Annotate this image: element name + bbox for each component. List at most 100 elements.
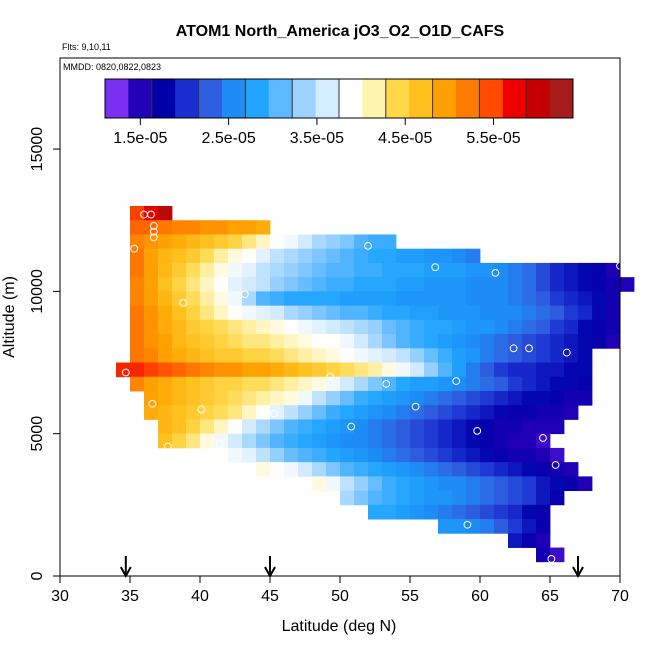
heatmap-cell [452,248,467,264]
heatmap-cell [186,234,201,250]
heatmap-cell [410,348,425,363]
heatmap-cell [466,405,481,420]
heatmap-cell [228,447,243,463]
heatmap-cell [214,348,229,363]
heatmap-cell [424,376,439,392]
heatmap-cell [480,433,495,449]
heatmap-cell [382,433,397,449]
heatmap-cell [158,419,173,435]
heatmap-cell [354,362,369,378]
heatmap-cell [340,234,355,250]
heatmap-cell [382,419,397,435]
heatmap-cell [242,405,257,420]
heatmap-cell [186,433,201,449]
heatmap-cell [284,234,299,250]
heatmap-cell [242,277,257,292]
heatmap-cell [312,462,327,477]
observation-point [473,426,482,435]
heatmap-cell [424,248,439,264]
heatmap-cell [158,220,173,235]
heatmap-cell [214,419,229,435]
heatmap-cell [410,334,425,349]
heatmap-cell [508,391,523,406]
heatmap-cell [284,376,299,392]
y-axis-label: Altitude (m) [1,276,18,358]
heatmap-cell [592,334,607,349]
marker-arrow-head [572,566,584,579]
observation-point [240,290,249,299]
heatmap-cell [298,405,313,420]
heatmap-cell [424,490,439,506]
heatmap-cell [508,305,523,321]
heatmap-cell [186,391,201,406]
heatmap-cell [396,319,411,335]
heatmap-cell [480,519,495,534]
heatmap-cell [536,504,551,520]
heatmap-cell [410,277,425,292]
colorbar-tick-label: 3.5e-05 [290,130,344,147]
heatmap-cell [270,291,285,307]
heatmap-cell [494,277,509,292]
heatmap-cell [312,447,327,463]
heatmap-cell [326,476,341,492]
heatmap-cell [326,462,341,477]
heatmap-cell [340,348,355,363]
heatmap-cell [256,291,271,307]
heatmap-cell [242,391,257,406]
heatmap-cell [172,391,187,406]
heatmap-cell [522,391,537,406]
colorbar-swatch [432,79,457,118]
colorbar-swatch [151,79,176,118]
heatmap-cell [298,447,313,463]
heatmap-cell [144,319,159,335]
heatmap-cell [312,234,327,250]
heatmap-cell [200,362,215,378]
heatmap-cell [340,391,355,406]
heatmap-cell [592,262,607,278]
heatmap-cell [550,291,565,307]
marker-arrow-head [119,566,132,579]
heatmap-cell [382,462,397,477]
heatmap-cell [340,419,355,435]
heatmap-cell [410,462,425,477]
heatmap-cell [452,391,467,406]
heatmap-cell [256,220,271,235]
heatmap-cell [368,504,383,520]
heatmap-cell [200,334,215,349]
heatmap-cell [298,277,313,292]
heatmap-cell [228,262,243,278]
heatmap-cell [592,305,607,321]
heatmap-cell [564,262,579,278]
heatmap-cell [452,291,467,307]
heatmap-cell [298,419,313,435]
heatmap-cell [480,376,495,392]
heatmap-cell [466,462,481,477]
heatmap-cell [284,405,299,420]
heatmap-cell [452,277,467,292]
heatmap-cell [130,291,145,307]
heatmap-cell [368,305,383,321]
heatmap-cell [424,277,439,292]
heatmap-cell [214,305,229,321]
heatmap-cell [256,405,271,420]
heatmap-cell [536,391,551,406]
heatmap-cell [284,262,299,278]
heatmap-cell [284,291,299,307]
heatmap-cell [368,262,383,278]
heatmap-cell [522,319,537,335]
colorbar-swatch [175,79,199,118]
heatmap-cell [340,362,355,378]
heatmap-cell [340,476,355,492]
heatmap-cell [536,419,551,435]
observation-point [562,348,571,357]
heatmap-cell [536,490,551,506]
heatmap-cell [606,277,621,292]
heatmap-cell [340,305,355,321]
heatmap-cell [466,362,481,378]
heatmap-cell [186,291,201,307]
colorbar-swatch [128,79,153,118]
heatmap-cell [466,277,481,292]
heatmap-cell [368,277,383,292]
heatmap-cell [312,262,327,278]
heatmap-cell [564,476,579,492]
